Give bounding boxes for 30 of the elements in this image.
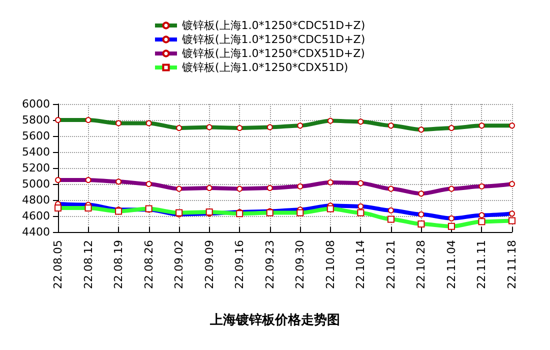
y-tick-label: 5600: [22, 130, 50, 142]
x-tick-label: 22.10.28: [414, 240, 428, 289]
x-tick-label: 22.11.18: [506, 240, 518, 289]
x-tick-label: 22.10.08: [324, 240, 337, 289]
y-tick-label: 5400: [22, 146, 50, 158]
x-tick-label: 22.08.05: [52, 240, 64, 289]
y-tick-label: 6000: [22, 98, 50, 110]
legend-label: 镀锌板(上海1.0*1250*CDX51D): [181, 61, 348, 74]
x-tick-label: 22.10.21: [384, 240, 398, 289]
x-tick-label: 22.09.09: [202, 240, 216, 289]
x-tick-label: 22.08.26: [142, 240, 156, 289]
x-tick-label: 22.08.19: [112, 240, 126, 289]
x-tick-label: 22.10.14: [354, 240, 368, 289]
x-tick-label: 22.09.30: [294, 240, 307, 289]
text: 上海镀锌板价格走势图: [209, 312, 340, 328]
legend-label: 镀锌板(上海1.0*1250*CDX51D+Z): [181, 47, 365, 60]
y-tick-label: 4800: [22, 194, 50, 206]
y-tick-label: 5000: [22, 178, 50, 190]
x-tick-label: 22.09.16: [233, 240, 246, 289]
x-tick-label: 22.09.23: [263, 240, 276, 289]
x-tick-label: 22.11.11: [475, 240, 488, 289]
y-tick-label: 4400: [22, 226, 50, 238]
y-tick-label: 5800: [22, 114, 50, 126]
y-tick-label: 5200: [22, 162, 50, 174]
x-tick-label: 22.08.12: [82, 240, 95, 289]
x-tick-label: 22.09.02: [172, 240, 186, 289]
legend-label: 镀锌板(上海1.0*1250*CDC51D+Z): [181, 33, 366, 46]
legend-label: 镀锌板(上海1.0*1250*CDC51D+Z): [181, 19, 366, 32]
y-tick-label: 4600: [22, 210, 50, 222]
x-tick-label: 22.11.04: [444, 240, 458, 289]
